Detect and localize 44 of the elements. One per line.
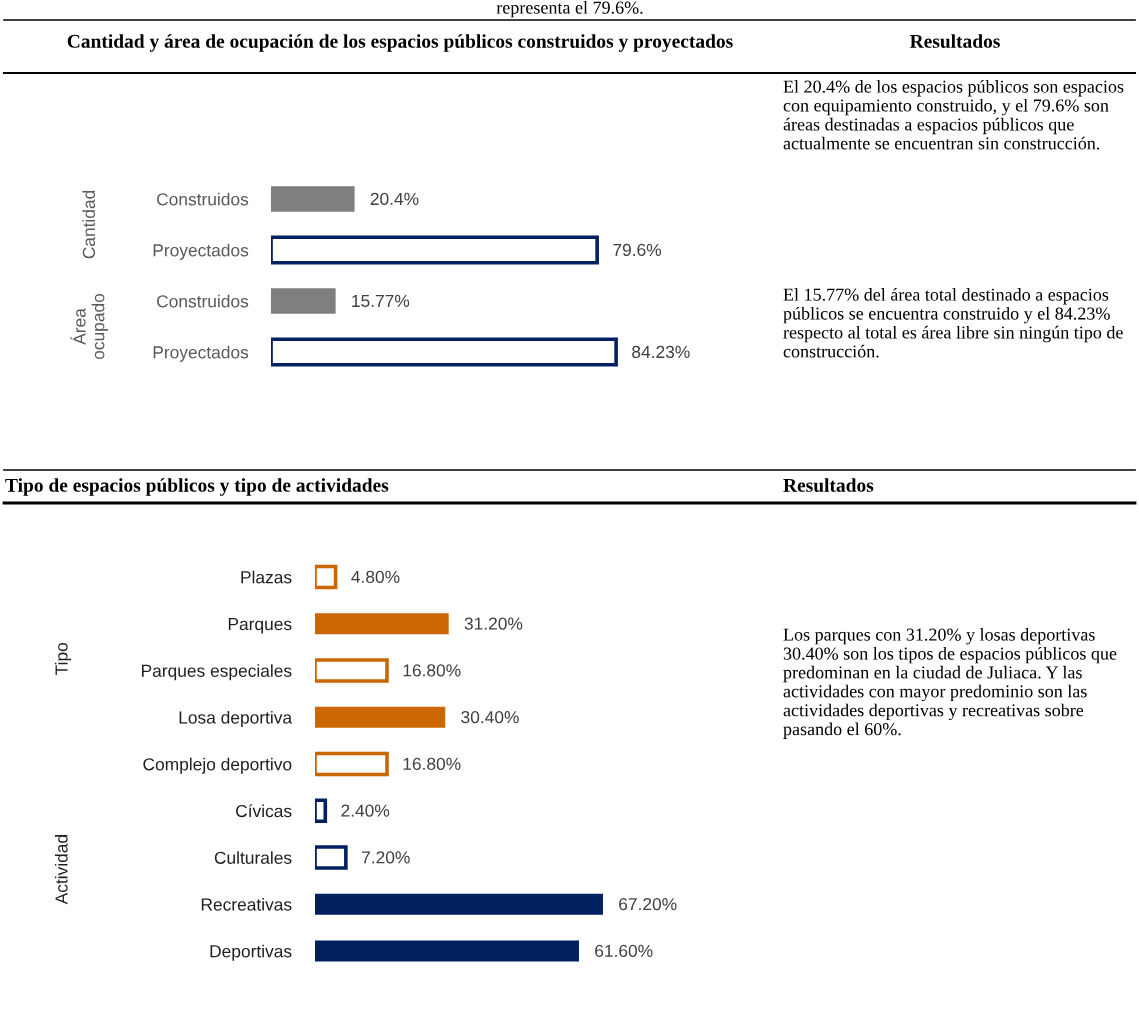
data-label: 67.20%: [619, 897, 677, 911]
data-label: 84.23%: [632, 345, 690, 359]
y-tick-label: Losa deportiva: [179, 710, 293, 728]
bar: [271, 186, 355, 212]
data-label: 31.20%: [464, 617, 523, 630]
text: Cantidad: [82, 190, 96, 259]
text: El 15.77% del área total destinado a espacios públicos se encuentra construido y el 84.23% respecto al total es área libre sin ningún tipo de construcción.: [783, 288, 1123, 358]
chart-title: Cantidad y área de ocupación de los espacios públicos construidos y proyectados: [67, 34, 733, 52]
y-tick-label: Plazas: [241, 570, 292, 584]
bar: [315, 940, 579, 962]
y-tick-label: Proyectados: [153, 345, 249, 362]
y-tick-label: Culturales: [214, 851, 292, 864]
y-tick-label: Complejo deportivo: [143, 757, 292, 774]
data-label: 20.4%: [370, 192, 419, 206]
y-tick-label: Parques especiales: [142, 664, 292, 681]
data-label: 4.80%: [351, 570, 400, 584]
bar: [315, 613, 449, 635]
data-label: 16.80%: [403, 664, 461, 677]
bar: [271, 288, 336, 314]
text: El 20.4% de los espacios públicos son espacios con equipamiento construido, y el 79.6% son áreas destinadas a espacios públicos que actualmente se encuentran sin construcción.: [783, 80, 1124, 150]
data-label: 2.40%: [341, 804, 390, 817]
y-tick-label: Parques: [228, 618, 292, 634]
text: Tipo: [54, 642, 72, 675]
y-tick-label: Construidos: [157, 294, 249, 308]
data-label: 16.80%: [403, 757, 461, 771]
y-tick-label: Deportivas: [210, 944, 292, 961]
y-tick-label: Cívicas: [236, 804, 292, 818]
text: Área ocupado: [70, 293, 108, 360]
data-label: 15.77%: [352, 294, 410, 308]
text: Resultados: [909, 34, 1000, 48]
text: Los parques con 31.20% y losas deportivas 30.40% son los tipos de espacios públicos que predominan en la ciudad de Juliaca. Y las actividades con mayor predominio son las actividades deportivas y recreativas sobre pasando el 60%.: [783, 628, 1117, 739]
y-tick-label: Construidos: [157, 192, 249, 206]
data-label: 30.40%: [461, 710, 519, 724]
data-label: 61.60%: [595, 944, 653, 958]
data-label: 7.20%: [362, 851, 410, 864]
bar: [315, 706, 446, 728]
data-label: 79.6%: [613, 243, 662, 257]
y-tick-label: Proyectados: [153, 243, 249, 260]
text: representa el 79.6%.: [496, 1, 643, 18]
chart-title: Tipo de espacios públicos y tipo de actividades: [5, 478, 389, 496]
bar: [315, 893, 603, 915]
text: Actividad: [54, 835, 68, 905]
y-tick-label: Recreativas: [201, 897, 292, 911]
text: Resultados: [783, 478, 874, 492]
